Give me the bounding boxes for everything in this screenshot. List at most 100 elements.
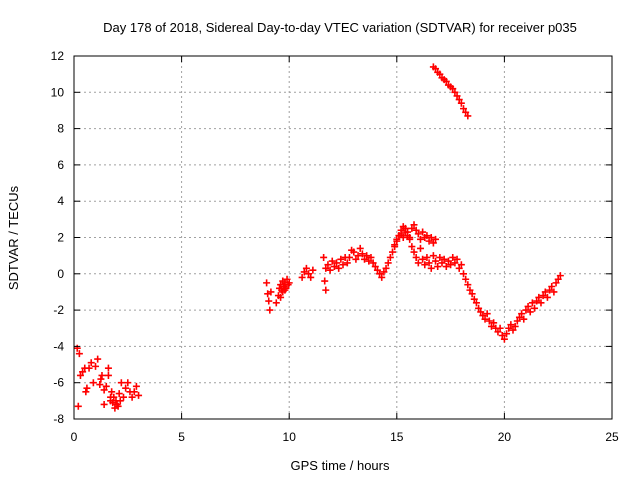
data-point [361,255,369,263]
data-point [477,308,485,316]
data-point [76,371,84,379]
data-point [130,388,138,396]
data-point [412,253,420,261]
data-point [470,295,478,303]
data-point [397,230,405,238]
data-point [324,261,332,269]
data-point [358,250,366,258]
data-point [345,253,353,261]
chart-title: Day 178 of 2018, Sidereal Day-to-day VTE… [103,20,577,35]
data-point [135,391,143,399]
data-point [117,379,125,387]
data-point [462,108,470,116]
data-point [272,299,280,307]
series-pass-5 [429,63,472,120]
data-point [507,321,515,329]
data-point [74,402,82,410]
data-point [382,264,390,272]
data-point [548,283,556,291]
data-point [509,326,517,334]
data-point [352,255,360,263]
data-point [89,379,97,387]
data-point [479,312,487,320]
data-point [457,99,465,107]
data-point [399,234,407,241]
data-point [451,259,459,267]
data-point [485,317,493,325]
data-point [419,255,427,263]
data-point [440,255,448,263]
data-point [466,286,474,294]
data-point [85,364,93,372]
data-point [393,235,401,243]
data-point [328,257,336,265]
data-point [326,266,334,274]
data-point [539,292,547,300]
data-point [455,264,463,272]
data-point [378,273,386,281]
y-tick-label: 12 [51,49,65,63]
data-point [367,253,375,261]
data-point [108,388,116,396]
data-point [406,235,414,243]
data-point [472,299,480,307]
data-point [363,252,371,260]
y-tick-label: -6 [53,376,64,390]
data-point [490,319,498,327]
data-point [305,270,313,278]
y-tick-label: -8 [53,412,64,426]
data-point [554,275,562,283]
data-point [365,257,373,265]
data-point [500,335,508,343]
data-point [468,290,476,298]
data-point [449,253,457,261]
data-point [552,279,560,287]
data-point [386,253,394,261]
data-point [96,381,104,389]
x-axis-title: GPS time / hours [291,458,390,473]
data-point [522,306,530,314]
data-point [444,257,452,265]
data-point [100,386,108,394]
data-point [277,293,285,301]
data-point [442,263,450,271]
data-point [320,253,328,261]
data-point [307,273,315,281]
data-point [546,286,554,294]
data-point [481,315,489,323]
data-point [116,397,124,405]
data-point [453,92,461,100]
data-point [401,228,409,236]
data-point [104,371,112,379]
y-tick-label: -2 [53,303,64,317]
data-point [97,375,105,383]
data-point [416,244,424,252]
data-point [533,297,541,305]
data-point [455,96,463,104]
data-point [94,355,102,363]
data-point [356,244,364,252]
data-point [427,264,435,272]
data-point [412,226,420,234]
x-tick-label: 10 [283,430,297,444]
data-point [322,286,330,294]
x-tick-label: 15 [390,430,404,444]
data-point [119,393,127,401]
data-point [408,224,416,232]
data-point [302,264,310,272]
data-point [266,306,274,314]
data-point [432,235,440,243]
data-point [82,388,90,396]
data-point [464,281,472,289]
data-point [487,322,495,330]
data-point [128,393,136,401]
data-point [408,243,416,251]
data-point [423,253,431,261]
data-point [416,235,424,243]
data-point [110,393,118,401]
data-point [498,332,506,340]
data-point [429,239,437,247]
data-point [330,263,338,271]
data-point [462,275,470,283]
data-point [414,259,422,267]
